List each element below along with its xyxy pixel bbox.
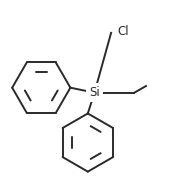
- Text: Cl: Cl: [118, 25, 129, 38]
- Text: Si: Si: [89, 86, 100, 99]
